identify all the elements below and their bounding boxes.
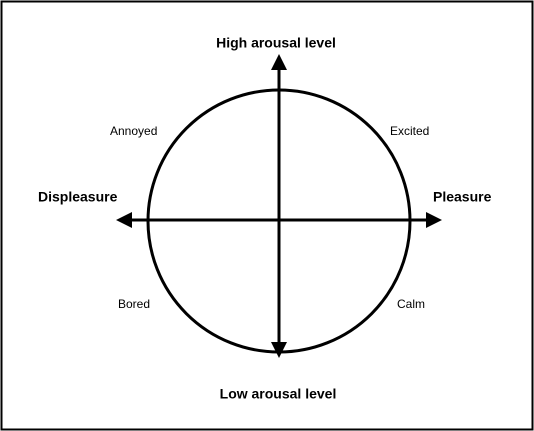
arrow-right	[426, 212, 442, 228]
right-label: Pleasure	[433, 189, 492, 205]
quadrant-label: Bored	[118, 297, 150, 311]
arrow-down	[271, 342, 287, 358]
bottom-label: Low arousal level	[220, 386, 337, 402]
arrow-up	[271, 54, 287, 70]
top-label: High arousal level	[216, 35, 336, 51]
arrow-left	[116, 212, 132, 228]
quadrant-label: Excited	[390, 124, 429, 138]
quadrant-label: Calm	[397, 297, 425, 311]
quadrant-label: Annoyed	[110, 124, 157, 138]
left-label: Displeasure	[38, 189, 118, 205]
